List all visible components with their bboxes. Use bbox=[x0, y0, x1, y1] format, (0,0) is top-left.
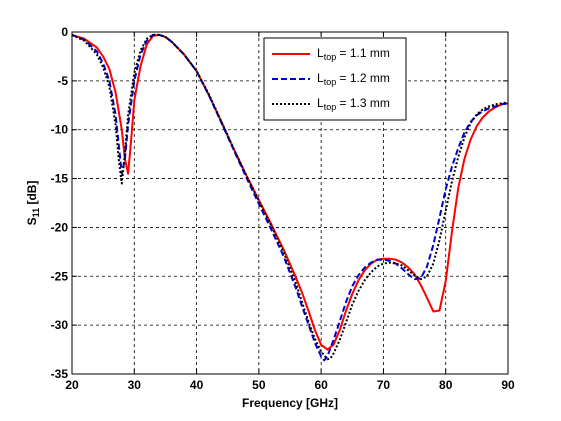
legend-label-3-suffix: = 1.3 mm bbox=[336, 96, 390, 110]
x-tick-label: 20 bbox=[65, 378, 79, 392]
legend-label-2-suffix: = 1.2 mm bbox=[336, 71, 390, 85]
x-tick-label: 80 bbox=[439, 378, 453, 392]
y-axis-label-suffix: [dB] bbox=[25, 181, 39, 208]
legend-label-1-sub: top bbox=[324, 52, 337, 62]
y-axis-label-sub: 11 bbox=[31, 208, 41, 218]
y-axis-label-main: S bbox=[25, 217, 39, 225]
legend-label-2: Ltop = 1.2 mm bbox=[317, 71, 390, 87]
y-tick-label: -25 bbox=[51, 269, 69, 283]
legend-entry-3: Ltop = 1.3 mm bbox=[272, 96, 390, 112]
x-axis-label: Frequency [GHz] bbox=[242, 396, 338, 410]
y-tick-label: -30 bbox=[51, 318, 69, 332]
y-tick-label: -15 bbox=[51, 172, 69, 186]
axes-frame bbox=[71, 31, 509, 375]
legend-label-2-sub: top bbox=[324, 77, 337, 87]
x-tick-label: 30 bbox=[128, 378, 142, 392]
y-tick-label: -20 bbox=[51, 220, 69, 234]
legend-label-1: Ltop = 1.1 mm bbox=[317, 46, 390, 62]
y-tick-label: -35 bbox=[51, 367, 69, 381]
x-tick-label: 90 bbox=[501, 378, 515, 392]
legend-label-3: Ltop = 1.3 mm bbox=[317, 96, 390, 112]
x-tick-label: 70 bbox=[377, 378, 391, 392]
x-tick-label: 50 bbox=[252, 378, 266, 392]
legend-label-3-sub: top bbox=[324, 102, 337, 112]
legend-label-2-main: L bbox=[317, 71, 324, 85]
x-tick-label: 40 bbox=[190, 378, 204, 392]
series-group bbox=[71, 33, 509, 362]
legend-box bbox=[263, 37, 407, 121]
tick-marks bbox=[71, 31, 509, 375]
tick-labels: 20 30 40 50 60 70 80 90 0 -5 -10 -15 -20 -25 -30 -35 bbox=[51, 25, 515, 392]
y-tick-label: -5 bbox=[57, 74, 68, 88]
legend-label-1-suffix: = 1.1 mm bbox=[336, 46, 390, 60]
series-line-1 bbox=[71, 33, 509, 351]
legend: Ltop = 1.1 mm Ltop = 1.2 mm Ltop = 1.3 m… bbox=[263, 37, 407, 121]
x-tick-label: 60 bbox=[314, 378, 328, 392]
y-axis-label: S11 [dB] bbox=[25, 181, 41, 226]
y-tick-label: 0 bbox=[61, 25, 68, 39]
series-line-2 bbox=[71, 33, 509, 362]
legend-entry-1: Ltop = 1.1 mm bbox=[272, 46, 390, 62]
legend-entry-2: Ltop = 1.2 mm bbox=[272, 71, 390, 87]
y-tick-label: -10 bbox=[51, 123, 69, 137]
legend-label-3-main: L bbox=[317, 96, 324, 110]
legend-label-1-main: L bbox=[317, 46, 324, 60]
